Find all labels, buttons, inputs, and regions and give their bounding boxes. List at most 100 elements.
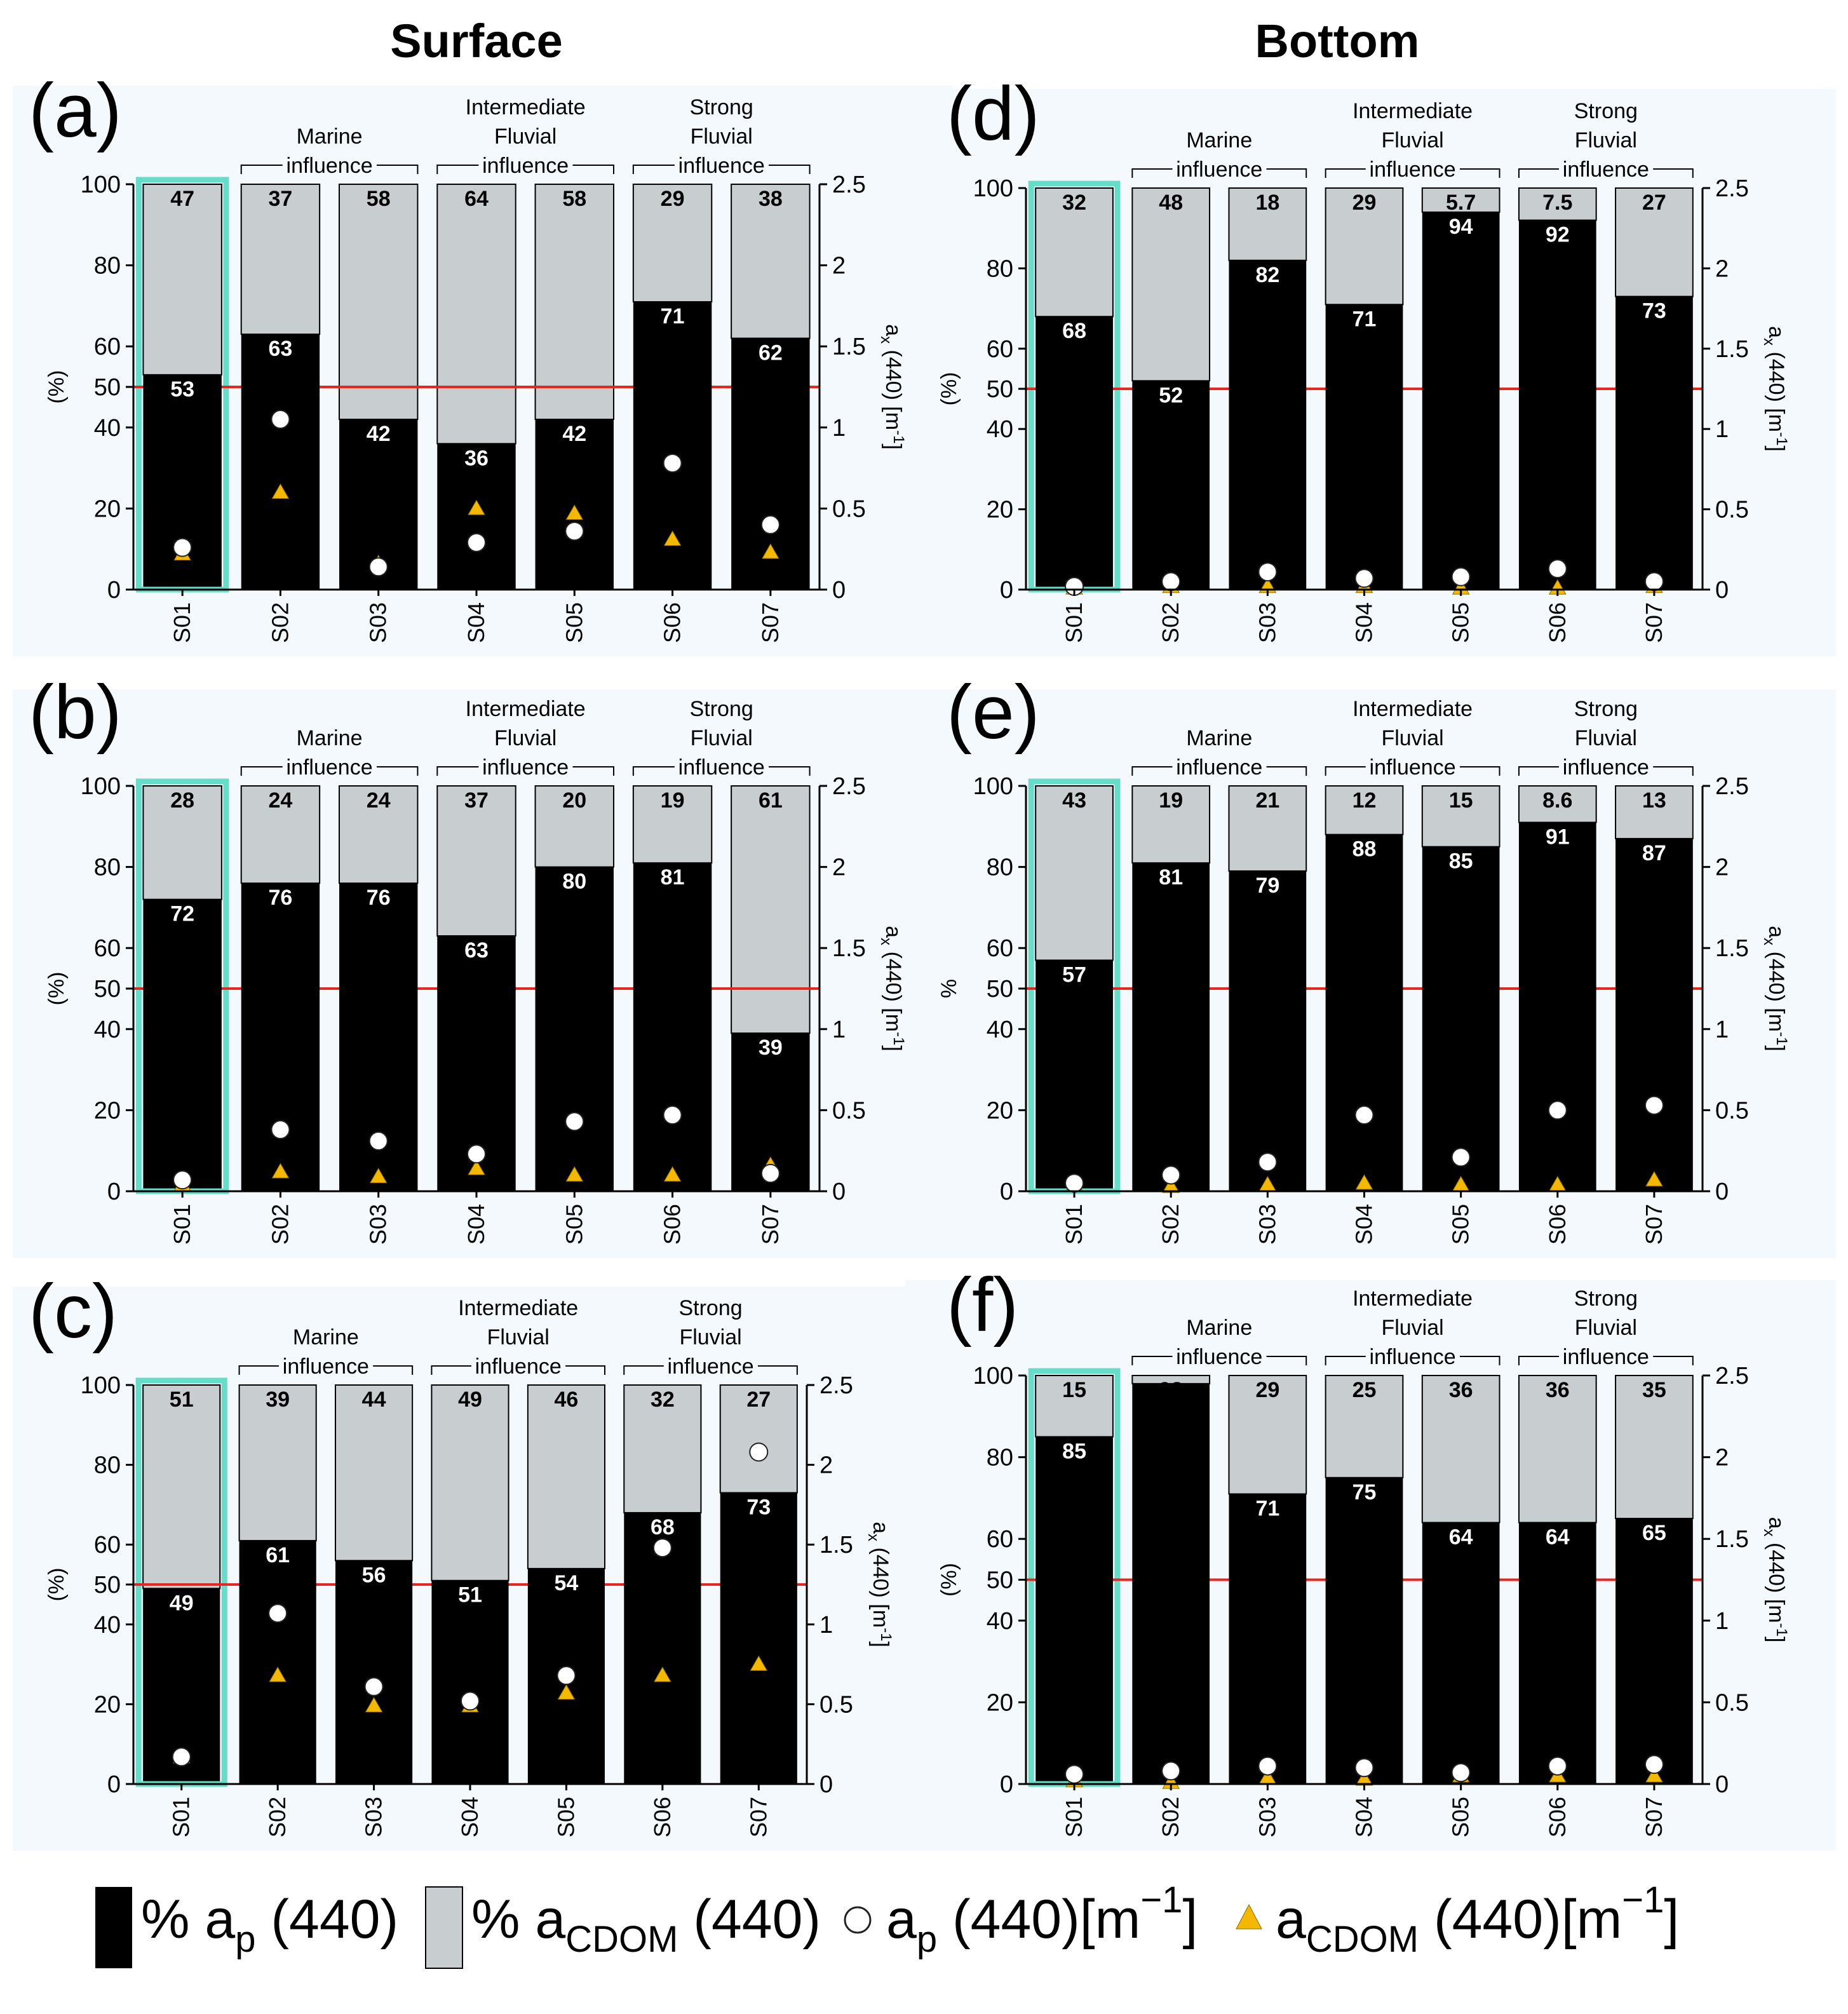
ap-percent-label: 71: [1352, 307, 1377, 331]
ap-percent-bar: [1615, 838, 1693, 1191]
group-label: Fluvial: [1381, 1316, 1443, 1340]
group-label: Intermediate: [466, 95, 586, 119]
x-tick-label: S02: [1157, 1204, 1184, 1245]
legend-swatch-ap-percent: [95, 1887, 132, 1968]
legend-label-cdom-percent: % aCDOM (440): [471, 1889, 821, 1960]
ap-percent-bar: [720, 1492, 797, 1784]
cdom-percent-label: 44: [362, 1388, 386, 1412]
y2-axis-label: ax (440) [m-1]: [1760, 1517, 1790, 1643]
ap-abs-circle: [467, 1144, 486, 1164]
ap-abs-circle: [271, 1120, 290, 1140]
y-tick-label: 0: [107, 577, 121, 604]
group-bracket: [238, 1365, 414, 1375]
y-tick-label: 50: [987, 976, 1013, 1003]
ap-percent-bar: [1132, 1383, 1210, 1784]
x-tick-label: S01: [169, 1204, 195, 1245]
ap-abs-circle: [1548, 1100, 1567, 1120]
cdom-percent-label: 19: [661, 788, 685, 813]
cdom-percent-bar: [142, 785, 222, 900]
ap-percent-bar: [1229, 260, 1307, 590]
y2-tick-label: 1: [1715, 1017, 1729, 1043]
y2-tick-label: 2.5: [832, 773, 866, 800]
y2-tick-label: 1: [1715, 416, 1729, 443]
y-axis-label: %: [937, 979, 961, 998]
group-label: influence: [1176, 1345, 1262, 1369]
ap-percent-label: 54: [555, 1571, 579, 1595]
y2-tick-label: 2: [1715, 1445, 1729, 1471]
cdom-percent-label: 5.7: [1446, 191, 1476, 215]
ap-percent-label: 64: [1546, 1525, 1570, 1549]
ap-abs-circle: [368, 1131, 388, 1151]
x-tick-label: S07: [757, 602, 783, 643]
group-bracket: [436, 165, 614, 174]
cdom-percent-label: 49: [458, 1388, 482, 1412]
ap-abs-circle: [1354, 1105, 1374, 1125]
x-tick-label: S06: [1544, 1204, 1570, 1245]
y-tick-label: 20: [987, 1689, 1013, 1716]
group-bracket: [1131, 766, 1307, 776]
ap-abs-circle: [1161, 1165, 1181, 1185]
cdom-percent-label: 36: [1449, 1378, 1473, 1402]
x-tick-label: S06: [659, 602, 685, 643]
acdom-abs-triangle: [1355, 1174, 1373, 1190]
group-label: influence: [1563, 158, 1649, 182]
group-bracket: [240, 165, 419, 174]
y2-tick-label: 2.5: [1715, 1363, 1749, 1389]
reference-line-mask: [1615, 987, 1693, 990]
ap-percent-label: 68: [651, 1515, 675, 1539]
cdom-percent-bar: [1325, 187, 1404, 306]
x-tick-label: S01: [1061, 1797, 1087, 1837]
acdom-abs-triangle: [663, 1166, 682, 1182]
chart-panel-d: (d)32684852188229715.7947.59227730204050…: [905, 71, 1836, 656]
cdom-percent-label: 24: [367, 788, 391, 813]
y2-axis-label: ax (440) [m-1]: [877, 324, 907, 450]
cdom-percent-bar: [1228, 187, 1307, 261]
ap-percent-bar: [1229, 1494, 1307, 1784]
ap-percent-bar: [1035, 316, 1113, 590]
ap-percent-label: 52: [1159, 383, 1183, 407]
x-tick-label: S04: [463, 602, 489, 643]
cdom-percent-bar: [1421, 785, 1501, 848]
ap-abs-circle: [1065, 1764, 1084, 1784]
legend-marker-ap-abs: [844, 1906, 872, 1934]
cdom-percent-bar: [335, 1384, 414, 1562]
group-bracket: [623, 1365, 798, 1375]
cdom-percent-label: 13: [1642, 788, 1666, 813]
x-tick-label: S03: [361, 1797, 387, 1837]
chart-panel-b: (b)2872247624763763208019816139020405060…: [13, 670, 953, 1258]
cdom-percent-bar: [1035, 1375, 1114, 1438]
x-tick-label: S05: [561, 602, 587, 643]
reference-line-mask: [1035, 1578, 1113, 1582]
y2-tick-label: 0.5: [819, 1691, 853, 1718]
ap-percent-bar: [1035, 960, 1113, 1191]
cdom-percent-bar: [632, 785, 713, 864]
ap-percent-label: 36: [464, 446, 489, 470]
cdom-percent-label: 47: [170, 187, 194, 211]
group-label: Fluvial: [1381, 726, 1443, 750]
group-label: Fluvial: [1575, 128, 1637, 152]
ap-abs-circle: [173, 1170, 192, 1190]
y2-axis-label: ax (440) [m-1]: [877, 926, 907, 1051]
ap-percent-bar: [241, 883, 320, 1191]
reference-line-mask: [731, 385, 810, 389]
ap-percent-label: 79: [1255, 874, 1279, 898]
group-label: influence: [475, 1355, 562, 1379]
ap-abs-circle: [1548, 1756, 1567, 1776]
group-label: Fluvial: [691, 125, 753, 149]
x-tick-label: S04: [1351, 1204, 1377, 1245]
ap-percent-label: 85: [1062, 1439, 1086, 1463]
reference-line-mask: [1422, 1578, 1500, 1582]
x-tick-label: S07: [1641, 602, 1667, 643]
ap-abs-circle: [1354, 569, 1374, 588]
x-tick-label: S06: [649, 1797, 675, 1837]
ap-percent-label: 80: [562, 870, 586, 894]
group-label: influence: [678, 755, 765, 780]
reference-line-mask: [1615, 1578, 1693, 1582]
group-label: influence: [482, 154, 569, 178]
ap-percent-bar: [437, 443, 516, 590]
x-tick-label: S07: [757, 1204, 783, 1245]
ap-percent-bar: [1422, 212, 1500, 590]
y2-tick-label: 1.5: [1715, 1526, 1749, 1553]
y2-axis-label: ax (440) [m-1]: [865, 1522, 894, 1647]
group-bracket: [1325, 1356, 1501, 1365]
